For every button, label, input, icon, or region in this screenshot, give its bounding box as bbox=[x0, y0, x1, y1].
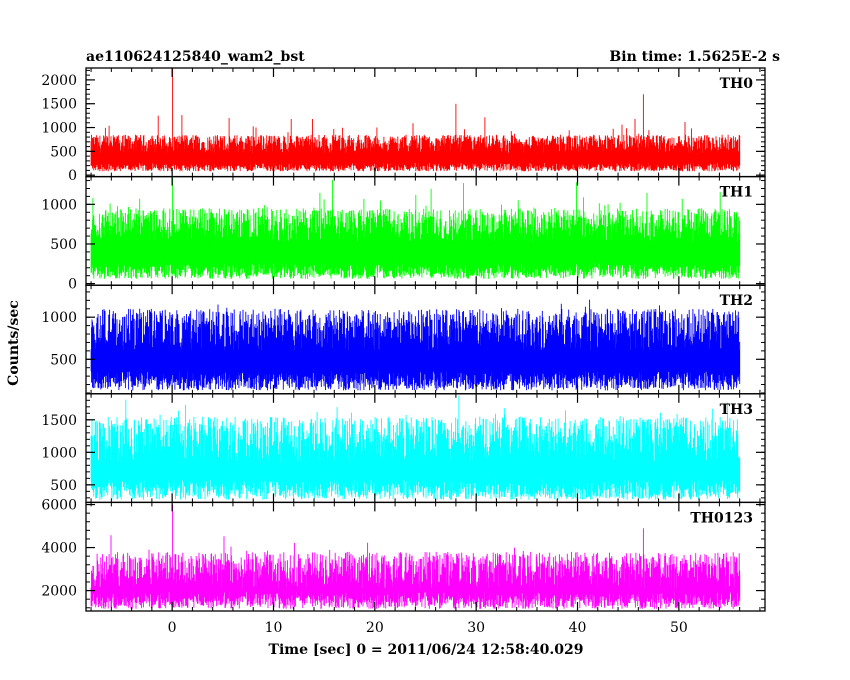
x-tick-label: 30 bbox=[467, 620, 485, 636]
x-tick-label: 50 bbox=[670, 620, 688, 636]
panel-frame bbox=[85, 501, 766, 612]
panel-label: TH0123 bbox=[690, 510, 753, 526]
panel-label: TH1 bbox=[720, 185, 753, 201]
y-tick-label: 500 bbox=[50, 237, 77, 253]
y-tick-label: 2000 bbox=[41, 584, 77, 600]
y-tick-label: 2000 bbox=[41, 73, 77, 89]
panel-label: TH2 bbox=[720, 293, 753, 309]
y-axis-label: Counts/sec bbox=[6, 300, 22, 386]
panel-th3: 500 1000 1500 TH3 bbox=[41, 393, 766, 504]
x-tick-label: 0 bbox=[168, 620, 177, 636]
panel-label: TH3 bbox=[720, 402, 753, 418]
x-tick-label: 40 bbox=[569, 620, 587, 636]
y-tick-label: 500 bbox=[50, 478, 77, 494]
series-th0 bbox=[90, 68, 741, 172]
y-tick-label: 1000 bbox=[41, 310, 77, 326]
series-th3 bbox=[90, 395, 741, 500]
x-axis-label: Time [sec] 0 = 2011/06/24 12:58:40.029 bbox=[269, 642, 584, 658]
y-tick-label: 6000 bbox=[41, 498, 77, 514]
y-tick-label: 500 bbox=[50, 352, 77, 368]
y-tick-label: 1500 bbox=[41, 413, 77, 429]
y-tick-label: 4000 bbox=[41, 541, 77, 557]
panel-th2: 500 1000 TH2 bbox=[41, 284, 766, 395]
chart-title: ae110624125840_wam2_bst bbox=[86, 49, 305, 65]
y-tick-label: 1000 bbox=[41, 445, 77, 461]
series-th0123 bbox=[90, 504, 741, 609]
x-tick-label: 20 bbox=[366, 620, 384, 636]
y-tick-label: 0 bbox=[68, 168, 77, 184]
series-th1 bbox=[90, 176, 741, 279]
y-tick-label: 0 bbox=[68, 277, 77, 293]
panel-th0123: 2000 4000 6000 TH0123 bbox=[41, 498, 766, 612]
chart-subtitle: Bin time: 1.5625E-2 s bbox=[609, 49, 780, 65]
y-tick-label: 1000 bbox=[41, 121, 77, 137]
panel-th0: 0 500 1000 1500 2000 TH0 bbox=[41, 67, 766, 184]
y-tick-label: 1500 bbox=[41, 97, 77, 113]
series-th2 bbox=[90, 299, 741, 391]
y-tick-label: 1000 bbox=[41, 197, 77, 213]
y-tick-label: 500 bbox=[50, 144, 77, 160]
panel-th1: 0 500 1000 TH1 bbox=[41, 175, 766, 293]
x-tick-label: 10 bbox=[265, 620, 283, 636]
panel-label: TH0 bbox=[720, 76, 754, 92]
